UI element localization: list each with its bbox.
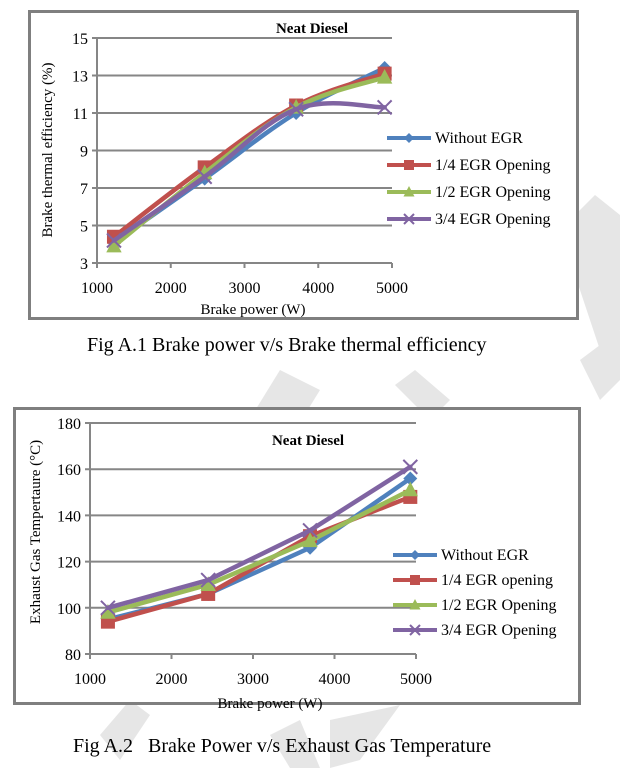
x-tick-label: 2000 bbox=[156, 671, 188, 688]
legend-marker bbox=[409, 624, 421, 636]
marker-stroke bbox=[409, 624, 421, 636]
legend-label: 1/2 EGR Opening bbox=[441, 597, 557, 614]
data-point bbox=[402, 481, 418, 497]
series-line bbox=[111, 71, 387, 239]
legend-label: Without EGR bbox=[435, 130, 523, 147]
data-point bbox=[403, 471, 418, 486]
legend-item: Without EGR bbox=[387, 130, 523, 147]
data-point bbox=[196, 169, 213, 185]
data-point bbox=[200, 572, 216, 588]
series-line bbox=[111, 101, 387, 243]
marker-stroke bbox=[403, 213, 415, 225]
legend-marker bbox=[410, 575, 420, 585]
series-3-4-egr-opening bbox=[100, 459, 419, 616]
figure-caption-a1: Fig A.1 Brake power v/s Brake thermal ef… bbox=[87, 334, 487, 356]
marker-stroke bbox=[200, 572, 216, 588]
chart-title: Neat Diesel bbox=[276, 21, 348, 37]
chart-1-frame bbox=[28, 10, 579, 320]
legend-label: 3/4 EGR Opening bbox=[435, 211, 551, 228]
watermark-stroke bbox=[330, 705, 400, 768]
marker-stroke bbox=[302, 522, 318, 539]
legend-label: 1/2 EGR Opening bbox=[435, 184, 551, 201]
legend-label: 1/4 EGR Opening bbox=[435, 157, 551, 174]
marker-stroke bbox=[376, 99, 393, 116]
data-point bbox=[100, 604, 116, 619]
marker-stroke bbox=[106, 232, 122, 249]
legend-label: Without EGR bbox=[441, 547, 529, 564]
legend-marker bbox=[404, 160, 414, 170]
y-tick-label: 160 bbox=[57, 462, 81, 479]
watermark-stroke bbox=[580, 330, 620, 400]
y-tick-label: 140 bbox=[57, 508, 81, 525]
legend-item: 1/2 EGR Opening bbox=[393, 597, 557, 614]
y-tick-label: 7 bbox=[80, 181, 88, 198]
legend-item: 1/2 EGR Opening bbox=[387, 184, 551, 201]
y-tick-label: 9 bbox=[80, 144, 88, 161]
x-tick-label: 4000 bbox=[302, 280, 334, 297]
legend-item: 3/4 EGR Opening bbox=[387, 211, 551, 228]
legend-item: 1/4 EGR Opening bbox=[387, 157, 551, 174]
x-tick-label: 3000 bbox=[229, 280, 261, 297]
y-tick-label: 5 bbox=[80, 219, 88, 236]
legend-marker bbox=[403, 213, 415, 225]
x-tick-label: 1000 bbox=[81, 280, 113, 297]
data-point bbox=[288, 101, 304, 117]
watermark-stroke bbox=[100, 700, 150, 760]
legend-marker bbox=[404, 133, 414, 143]
series-1-2-egr-opening bbox=[100, 481, 418, 619]
data-point bbox=[376, 99, 393, 116]
y-tick-label: 11 bbox=[73, 106, 88, 123]
x-axis-label: Brake power (W) bbox=[218, 696, 323, 712]
marker-stroke bbox=[100, 600, 116, 616]
legend-marker bbox=[409, 599, 421, 610]
y-axis-label: Brake thermal efficiency (%) bbox=[40, 62, 56, 237]
legend-marker bbox=[410, 550, 420, 560]
data-point bbox=[100, 600, 116, 616]
series-line bbox=[105, 487, 413, 615]
x-tick-label: 2000 bbox=[155, 280, 187, 297]
data-point bbox=[402, 459, 419, 475]
chart-brake-thermal-efficiency: 3 5 7 9 11 13 15 1000 2000 3000 4000 5000 Brake powe… bbox=[40, 21, 551, 318]
data-point bbox=[106, 237, 122, 253]
y-tick-label: 3 bbox=[80, 256, 88, 273]
marker-stroke bbox=[288, 101, 304, 117]
data-point bbox=[376, 68, 393, 84]
y-tick-label: 120 bbox=[57, 555, 81, 572]
data-point bbox=[302, 522, 318, 539]
x-tick-label: 5000 bbox=[400, 671, 432, 688]
y-tick-label: 180 bbox=[57, 416, 81, 433]
marker-stroke bbox=[196, 169, 213, 185]
legend-item: 3/4 EGR Opening bbox=[393, 622, 557, 639]
legend-item: 1/4 EGR opening bbox=[393, 572, 553, 589]
figure-caption-a2: Fig A.2 Brake Power v/s Exhaust Gas Temp… bbox=[73, 735, 492, 757]
legend-label: 1/4 EGR opening bbox=[441, 572, 553, 589]
legend-marker bbox=[403, 186, 415, 197]
series-line bbox=[105, 464, 413, 611]
series-3-4-egr-opening bbox=[106, 99, 393, 249]
data-point bbox=[200, 576, 216, 591]
x-tick-label: 1000 bbox=[74, 671, 106, 688]
y-tick-label: 100 bbox=[57, 601, 81, 618]
data-point bbox=[106, 232, 122, 249]
chart-title: Neat Diesel bbox=[272, 433, 344, 449]
legend-label: 3/4 EGR Opening bbox=[441, 622, 557, 639]
legend-item: Without EGR bbox=[393, 547, 529, 564]
watermark-stroke bbox=[270, 720, 320, 768]
x-axis-label: Brake power (W) bbox=[201, 302, 306, 318]
x-tick-label: 4000 bbox=[319, 671, 351, 688]
y-tick-label: 13 bbox=[72, 69, 88, 86]
y-axis-label: Exhaust Gas Tempertaure (°C) bbox=[28, 440, 44, 624]
marker-stroke bbox=[402, 459, 419, 475]
y-tick-label: 80 bbox=[65, 647, 81, 664]
y-tick-label: 15 bbox=[72, 31, 88, 48]
x-tick-label: 5000 bbox=[376, 280, 408, 297]
data-point bbox=[302, 532, 318, 548]
x-tick-label: 3000 bbox=[237, 671, 269, 688]
